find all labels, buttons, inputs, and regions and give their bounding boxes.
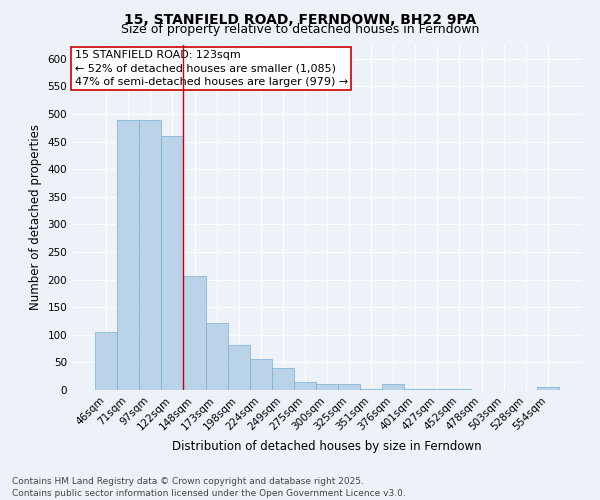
X-axis label: Distribution of detached houses by size in Ferndown: Distribution of detached houses by size …	[172, 440, 482, 453]
Bar	[294, 382, 316, 390]
Bar	[360, 389, 382, 390]
Text: 15 STANFIELD ROAD: 123sqm
← 52% of detached houses are smaller (1,085)
47% of se: 15 STANFIELD ROAD: 123sqm ← 52% of detac…	[74, 50, 348, 86]
Bar	[227, 344, 250, 390]
Bar	[316, 384, 338, 390]
Bar	[537, 387, 559, 390]
Bar	[161, 136, 184, 390]
Bar	[272, 368, 294, 390]
Y-axis label: Number of detached properties: Number of detached properties	[29, 124, 42, 310]
Bar	[184, 276, 206, 390]
Bar	[117, 120, 139, 390]
Bar	[139, 120, 161, 390]
Bar	[338, 384, 360, 390]
Bar	[206, 322, 227, 390]
Text: Contains HM Land Registry data © Crown copyright and database right 2025.
Contai: Contains HM Land Registry data © Crown c…	[12, 476, 406, 498]
Text: 15, STANFIELD ROAD, FERNDOWN, BH22 9PA: 15, STANFIELD ROAD, FERNDOWN, BH22 9PA	[124, 12, 476, 26]
Bar	[250, 358, 272, 390]
Bar	[95, 332, 117, 390]
Bar	[382, 384, 404, 390]
Text: Size of property relative to detached houses in Ferndown: Size of property relative to detached ho…	[121, 22, 479, 36]
